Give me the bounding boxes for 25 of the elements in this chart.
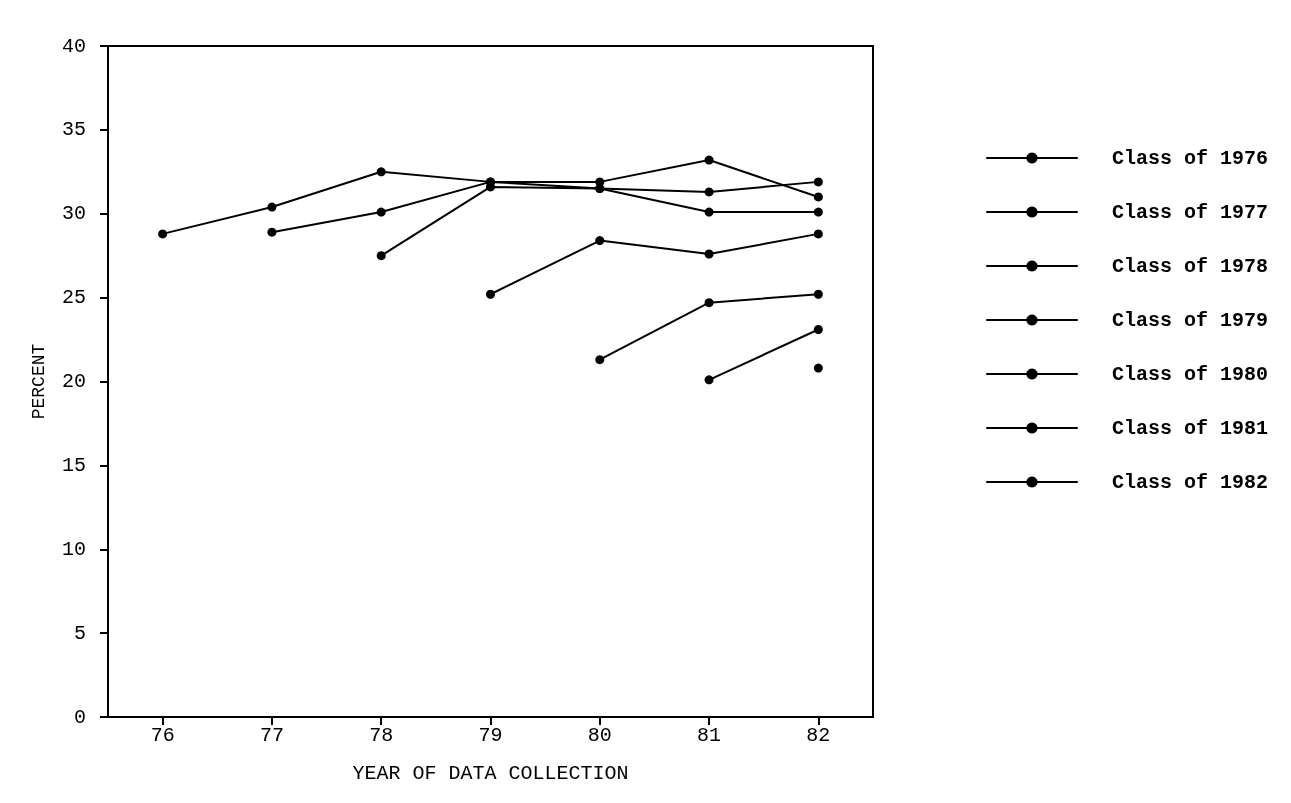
x-tick-label: 78: [369, 723, 394, 747]
x-tick-label: 79: [478, 723, 503, 747]
x-tick-label: 81: [697, 723, 722, 747]
legend-label: Class of 1977: [1111, 200, 1269, 224]
y-tick-label: 20: [61, 370, 86, 393]
legend-label: Class of 1982: [1111, 470, 1269, 494]
y-tick-label: 25: [61, 286, 86, 310]
legend-label: Class of 1979: [1111, 308, 1269, 332]
y-tick-label: 0: [73, 705, 86, 729]
legend-label: Class of 1978: [1111, 254, 1269, 278]
x-tick-label: 76: [150, 723, 175, 747]
y-tick-label: 5: [73, 621, 86, 645]
x-tick-label: 80: [587, 723, 612, 747]
y-tick-label: 40: [61, 34, 86, 58]
x-tick-label: 82: [806, 723, 831, 747]
y-axis-title: PERCENT: [29, 343, 49, 420]
legend-label: Class of 1980: [1111, 362, 1269, 386]
legend-label: Class of 1976: [1111, 146, 1269, 170]
y-tick-label: 35: [61, 118, 86, 142]
x-tick-label: 77: [259, 723, 284, 747]
x-axis-title: YEAR OF DATA COLLECTION: [352, 761, 629, 785]
y-tick-label: 10: [61, 537, 86, 561]
y-tick-label: 30: [61, 202, 86, 226]
y-tick-label: 15: [61, 453, 86, 477]
legend-label: Class of 1981: [1111, 416, 1269, 440]
